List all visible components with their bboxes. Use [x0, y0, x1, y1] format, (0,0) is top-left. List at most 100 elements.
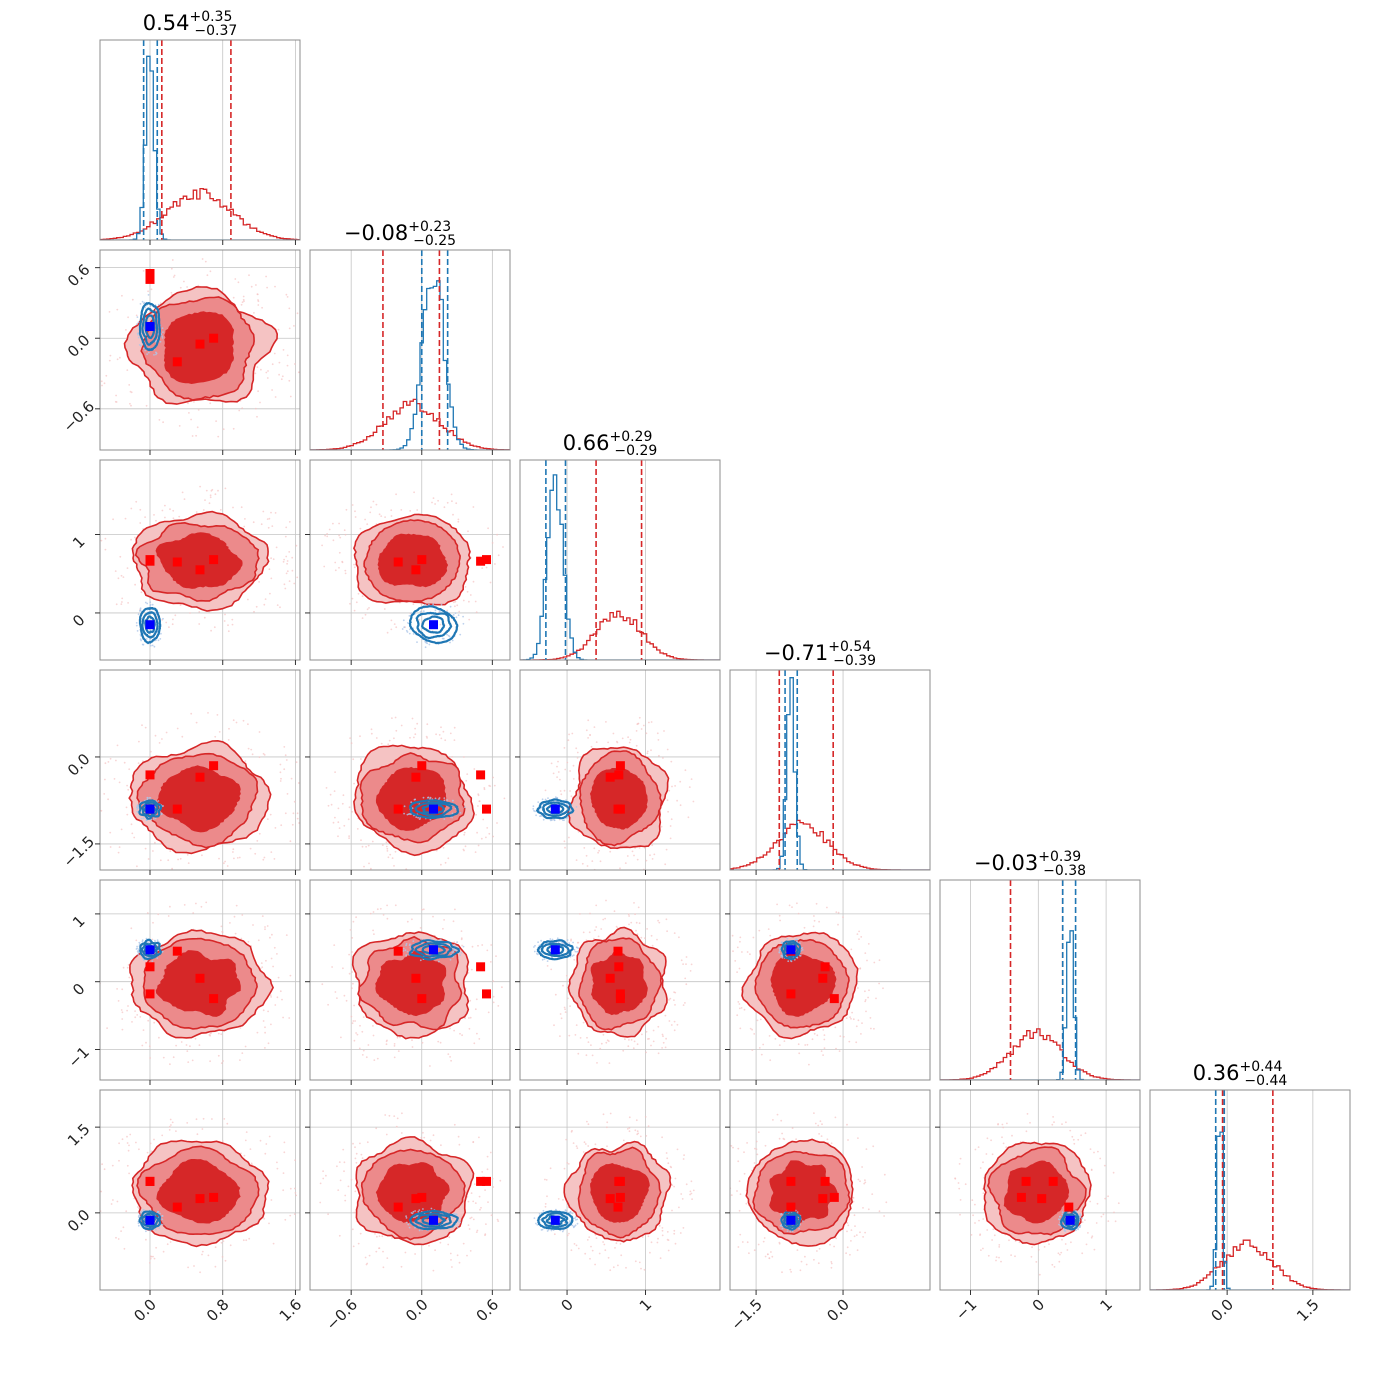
blue-sample	[161, 1223, 164, 1226]
x-tick-label-6-1: 1.5	[1293, 1296, 1323, 1326]
red-sample	[272, 1242, 275, 1245]
red-sample	[247, 747, 250, 750]
blue-sample	[137, 1224, 140, 1227]
blue-sample	[414, 1216, 417, 1218]
panel-frame-4-4	[939, 879, 1141, 1081]
blue-sample	[790, 960, 793, 963]
red-sample	[355, 1152, 358, 1155]
red-marker-3	[393, 557, 403, 567]
blue-sample	[778, 951, 781, 954]
red-sample	[412, 603, 415, 606]
red-sample	[268, 1135, 271, 1138]
blue-sample	[541, 1228, 544, 1231]
red-sample	[127, 964, 130, 966]
blue-sample	[538, 1213, 541, 1215]
blue-sample	[154, 817, 157, 820]
red-sample	[224, 860, 227, 863]
red-sample	[353, 1039, 356, 1042]
blue-contour-2	[141, 307, 159, 346]
red-marker-2	[786, 1176, 796, 1186]
red-sample	[628, 1130, 631, 1133]
red-sample	[172, 276, 175, 278]
red-sample	[268, 568, 271, 571]
red-sample	[258, 581, 260, 583]
red-sample	[556, 765, 558, 768]
red-sample	[293, 800, 296, 803]
red-sample	[646, 752, 649, 755]
blue-sample	[408, 632, 411, 635]
red-sample	[624, 862, 627, 864]
red-sample	[388, 739, 391, 742]
red-sample	[673, 1232, 676, 1235]
red-sample	[135, 1141, 137, 1144]
panel-frame-1-1	[309, 249, 511, 451]
red-sample	[1089, 1200, 1092, 1203]
red-sample	[255, 605, 258, 608]
red-sample	[474, 600, 477, 603]
blue-sample	[135, 948, 138, 950]
red-sample	[168, 1125, 171, 1128]
title-median: −0.03	[974, 851, 1038, 875]
red-sample	[262, 1020, 265, 1022]
red-marker-1	[145, 274, 155, 284]
red-sample	[384, 516, 386, 518]
red-sample	[365, 1056, 368, 1059]
red-sample	[722, 959, 724, 961]
red-sample	[559, 1035, 561, 1037]
red-sample	[126, 813, 129, 816]
red-sample	[101, 384, 103, 387]
blue-sample	[1079, 1216, 1082, 1219]
red-sample	[586, 865, 589, 867]
red-sample	[274, 396, 277, 398]
red-sample	[621, 737, 624, 740]
red-sample	[391, 857, 394, 859]
panel-title-3: 0.66+0.29 −0.29	[563, 429, 658, 459]
red-sample	[853, 1214, 856, 1217]
red-sample	[570, 795, 573, 798]
x-tick-label-6-0: 0.0	[1207, 1296, 1237, 1326]
red-sample	[492, 835, 495, 838]
red-sample	[177, 858, 180, 861]
blue-histogram-3	[520, 474, 720, 660]
blue-sample	[799, 942, 801, 945]
red-sample	[295, 544, 298, 547]
red-sample	[678, 1206, 680, 1209]
red-sample	[661, 1033, 664, 1036]
red-sample	[351, 937, 354, 939]
red-sample	[161, 509, 164, 512]
red-sample	[262, 752, 265, 755]
red-sample	[1061, 1123, 1063, 1125]
red-sample	[205, 489, 208, 492]
red-sample	[628, 915, 630, 917]
red-sample	[296, 312, 299, 315]
red-sample	[767, 928, 770, 930]
red-sample	[845, 1252, 847, 1255]
red-sample	[626, 873, 628, 875]
red-sample	[870, 1027, 872, 1030]
red-sample	[778, 914, 781, 917]
red-sample	[195, 902, 197, 905]
red-sample	[854, 1225, 856, 1227]
red-sample	[125, 329, 127, 331]
red-sample	[187, 1266, 190, 1269]
red-sample	[475, 611, 478, 614]
red-sample	[477, 805, 479, 807]
red-sample	[133, 836, 136, 839]
red-sample	[330, 803, 333, 806]
red-sample	[127, 602, 129, 604]
red-sample	[352, 758, 355, 761]
x-tick-label-4-1: 0.0	[823, 1296, 853, 1326]
red-sample	[264, 598, 267, 600]
red-sample	[269, 592, 271, 595]
red-sample	[115, 759, 117, 762]
blue-sample	[549, 938, 552, 940]
red-sample	[1001, 1136, 1003, 1139]
red-sample	[289, 840, 292, 843]
blue-sample	[781, 1227, 784, 1230]
blue-sample	[451, 816, 453, 819]
red-marker-5	[209, 333, 219, 343]
red-sample	[386, 1257, 389, 1259]
red-sample	[378, 513, 381, 516]
red-sample	[286, 560, 289, 562]
red-sample	[302, 551, 304, 553]
